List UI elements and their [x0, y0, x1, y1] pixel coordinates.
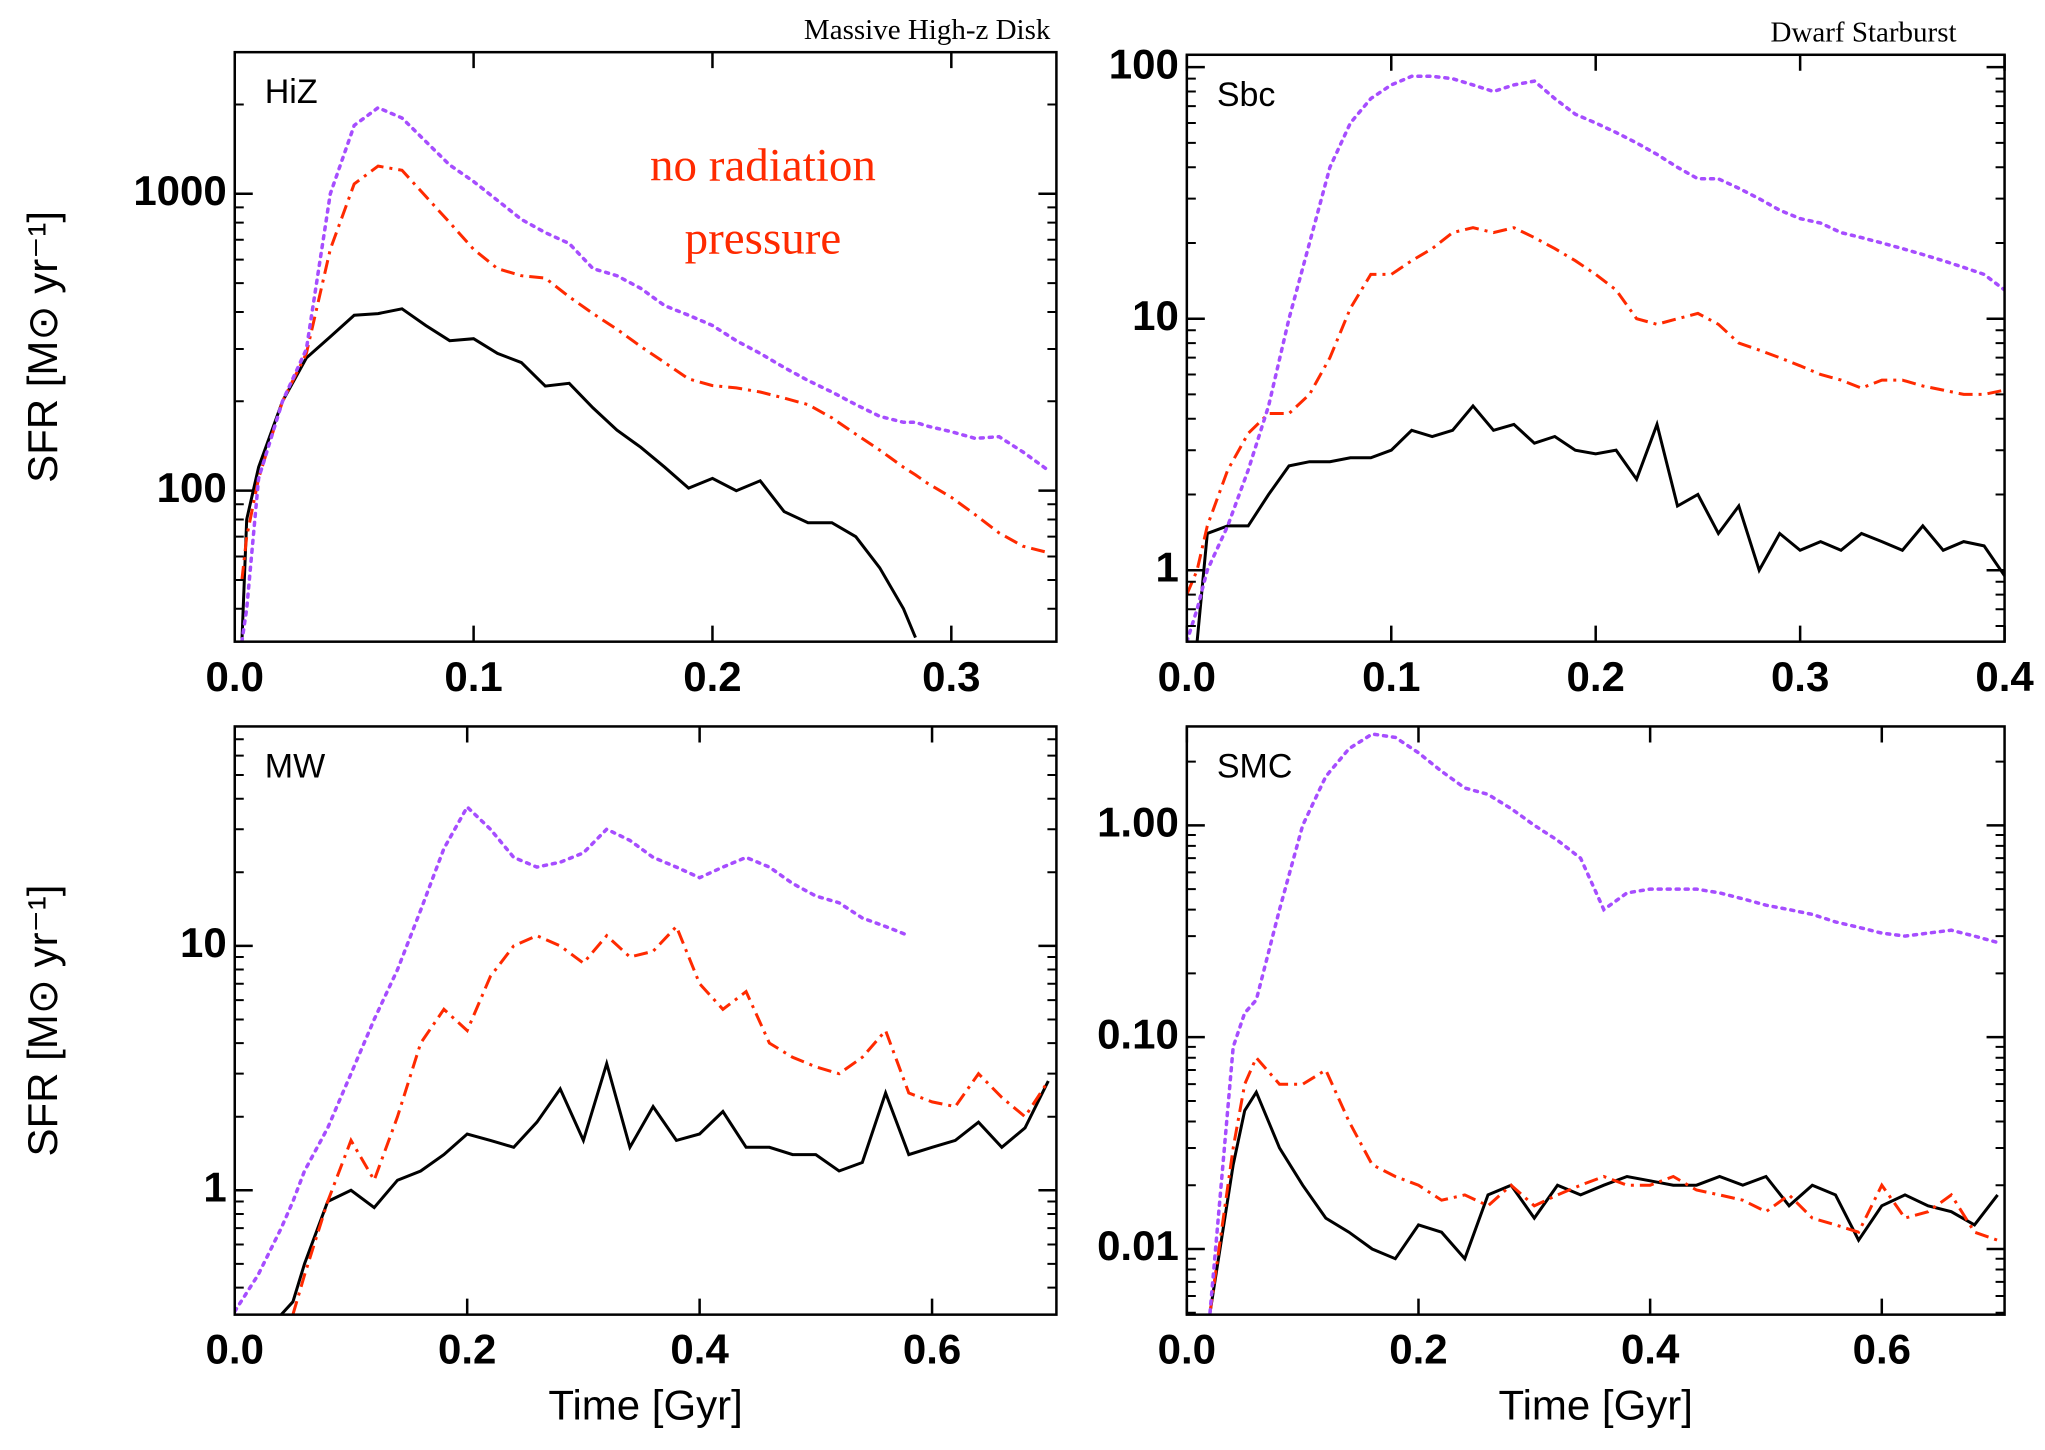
y-tick-label: 1000: [133, 167, 226, 214]
x-tick-label: 0.6: [1853, 1326, 1911, 1373]
y-tick-label: 10: [180, 919, 227, 966]
series-group: [234, 804, 1050, 1315]
y-tick-label: 1.00: [1097, 798, 1179, 845]
panel-subtitle: Dwarf Starburst: [1771, 16, 1957, 48]
series-line: [1186, 226, 2005, 596]
y-axis-label: SFR [M⊙ yr⁻¹]: [19, 885, 66, 1157]
x-tick-label: 0.4: [670, 1326, 729, 1373]
panel-label: MW: [265, 747, 325, 785]
plot-frame: [233, 725, 1058, 1316]
series-line: [1195, 403, 2005, 642]
y-tick-label: 1: [1155, 543, 1178, 590]
panel-label: Sbc: [1217, 76, 1276, 114]
series-line: [240, 105, 1049, 642]
panel: 0.0 0.1 0.2 0.3 0.4 1 10 100 Sbc Dwarf Starburst: [1109, 16, 2035, 699]
series-group: [1186, 74, 2005, 642]
panel: 0.0 0.2 0.4 0.6 1 10 MW SFR [M⊙ yr⁻¹] Time [Gyr]: [19, 725, 1058, 1429]
x-tick-label: 0.0: [206, 1326, 264, 1373]
x-tick-label: 0.0: [1158, 653, 1216, 700]
x-tick-label: 0.2: [683, 653, 741, 700]
x-tick-label: 0.0: [1158, 1326, 1216, 1373]
series-group: [240, 105, 1049, 642]
y-axis-label: SFR [M⊙ yr⁻¹]: [19, 211, 66, 483]
x-tick-label: 0.0: [206, 653, 264, 700]
annotation: no radiation: [650, 139, 876, 191]
x-tick-label: 0.2: [438, 1326, 496, 1373]
x-tick-label: 0.4: [1621, 1326, 1680, 1373]
annotation: pressure: [685, 212, 842, 264]
panel: 0.0 0.1 0.2 0.3 100 1000 HiZ Massive High-z Dis…: [19, 14, 1058, 700]
y-tick-label: 0.01: [1097, 1222, 1179, 1269]
series-group: [1208, 732, 2000, 1315]
y-tick-label: 1: [203, 1163, 226, 1210]
series-line: [1208, 1088, 1999, 1314]
series-line: [291, 923, 1050, 1315]
series-line: [280, 1058, 1050, 1315]
x-tick-label: 0.1: [1362, 653, 1420, 700]
y-tick-label: 10: [1132, 292, 1179, 339]
series-line: [234, 804, 911, 1314]
series-line: [240, 164, 1048, 581]
series-line: [1208, 732, 2000, 1315]
y-tick-label: 0.10: [1097, 1010, 1179, 1057]
y-tick-label: 100: [157, 464, 227, 511]
y-tick-label: 100: [1109, 40, 1179, 87]
plot-frame: [1185, 53, 2006, 643]
series-line: [1186, 74, 2005, 642]
x-tick-label: 0.2: [1389, 1326, 1447, 1373]
x-tick-label: 0.4: [1975, 653, 2034, 700]
series-line: [1208, 1054, 1999, 1314]
panel-label: SMC: [1217, 747, 1293, 785]
panel: 0.0 0.2 0.4 0.6 0.01 0.10 1.00 SMC Time [Gyr]: [1097, 725, 2006, 1429]
panel-label: HiZ: [265, 73, 318, 111]
x-tick-label: 0.3: [922, 653, 980, 700]
series-line: [240, 307, 917, 642]
x-axis-label: Time [Gyr]: [548, 1382, 742, 1429]
plot-frame: [233, 50, 1058, 643]
x-tick-label: 0.1: [444, 653, 502, 700]
x-tick-label: 0.2: [1567, 653, 1625, 700]
x-tick-label: 0.3: [1771, 653, 1829, 700]
x-axis-label: Time [Gyr]: [1498, 1382, 1692, 1429]
x-tick-label: 0.6: [903, 1326, 961, 1373]
plot-frame: [1185, 725, 2006, 1316]
panel-subtitle: Massive High-z Disk: [804, 14, 1051, 46]
